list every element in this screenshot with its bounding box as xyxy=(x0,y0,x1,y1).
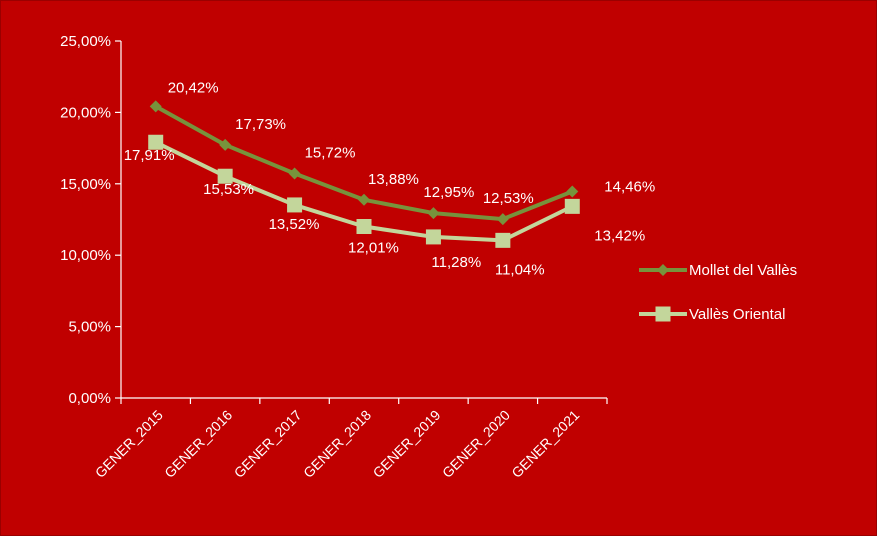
data-labels: 20,42% 17,73% 15,72% 13,88%12,95% 12,53% 14,4… xyxy=(124,79,655,278)
x-tick-label: GENER_2015 xyxy=(92,407,166,481)
series-1-point xyxy=(496,213,509,226)
legend-entry: Vallès Oriental xyxy=(689,306,785,323)
y-axis-ticks: 0,00% 5,00% 10,00% 15,00% 20,00% 25,00% xyxy=(60,33,121,407)
data-label: 12,01% xyxy=(348,239,399,256)
series-2-point xyxy=(287,197,303,213)
y-tick-label: 25,00% xyxy=(60,33,111,50)
data-label: 17,73% xyxy=(235,116,286,133)
legend-marker xyxy=(655,306,671,322)
x-tick-label: GENER_2021 xyxy=(508,407,582,481)
series-2-point xyxy=(148,134,164,150)
data-label: 20,42% xyxy=(168,79,219,96)
series-1-point xyxy=(219,138,232,151)
data-label: 15,72% xyxy=(305,145,356,162)
series-2-point xyxy=(425,229,441,245)
axes xyxy=(120,41,607,399)
data-label: 11,28% xyxy=(431,254,481,271)
series-1-point xyxy=(566,185,579,198)
y-tick-label: 10,00% xyxy=(60,247,111,264)
legend: Mollet del Vallès Vallès Oriental xyxy=(639,262,797,323)
series-2-point xyxy=(356,218,372,234)
data-label: 14,46% xyxy=(604,179,655,196)
series-1-point xyxy=(358,193,370,206)
data-label: 11,04% xyxy=(495,261,545,278)
series-1-point xyxy=(149,100,162,113)
data-label: 15,53% xyxy=(203,181,254,198)
data-label: 12,53% xyxy=(483,190,534,207)
series-2-point xyxy=(495,232,511,248)
data-label: 12,95% xyxy=(423,184,474,201)
series-2-point xyxy=(564,198,580,214)
y-tick-label: 20,00% xyxy=(60,104,111,121)
x-tick-label: GENER_2017 xyxy=(231,407,305,481)
series-group xyxy=(148,100,580,248)
legend-marker xyxy=(657,264,669,276)
y-tick-label: 15,00% xyxy=(60,176,111,193)
x-axis-ticks: GENER_2015GENER_2016GENER_2017GENER_2018… xyxy=(92,398,608,481)
data-label: 13,88% xyxy=(368,171,419,188)
series-2-point xyxy=(217,168,233,184)
y-tick-label: 5,00% xyxy=(68,319,111,336)
series-1-point xyxy=(288,167,301,180)
data-label: 13,42% xyxy=(594,227,645,244)
data-label: 13,52% xyxy=(269,216,320,233)
legend-entry: Mollet del Vallès xyxy=(689,262,797,279)
y-tick-label: 0,00% xyxy=(68,390,111,407)
x-tick-label: GENER_2019 xyxy=(370,407,444,481)
x-tick-label: GENER_2018 xyxy=(300,407,374,481)
series-1-point xyxy=(427,207,440,220)
x-tick-label: GENER_2020 xyxy=(439,407,513,481)
x-tick-label: GENER_2016 xyxy=(161,407,235,481)
data-label: 17,91% xyxy=(124,147,175,164)
